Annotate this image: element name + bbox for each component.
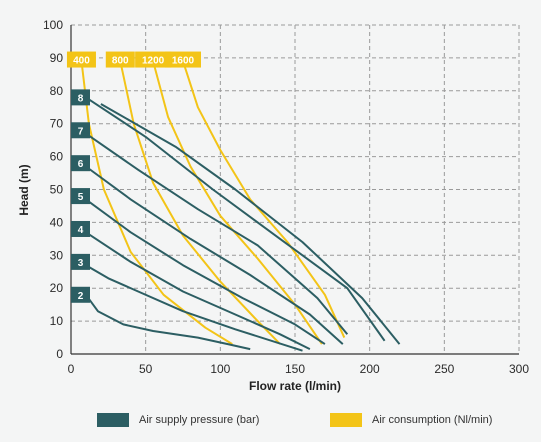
pressure-label-text: 2 — [78, 291, 84, 302]
pressure-line-3-1 — [85, 264, 303, 352]
consumption-label-text: 400 — [73, 56, 90, 67]
y-tick-label: 30 — [50, 248, 64, 262]
pressure-label-7: 7 — [71, 122, 90, 139]
x-tick-label: 300 — [509, 362, 529, 376]
consumption-line-400 — [80, 61, 233, 345]
x-axis-title: Flow rate (l/min) — [249, 379, 341, 393]
x-tick-label: 250 — [434, 362, 454, 376]
pressure-labels: 2 3 4 5 6 7 8 — [71, 89, 90, 303]
pressure-label-box — [71, 122, 90, 139]
grid-lines — [71, 24, 520, 354]
consumption-label-box — [105, 51, 135, 68]
pressure-line-5-3 — [85, 198, 326, 345]
consumption-line-1600 — [182, 60, 346, 339]
pressure-label-text: 6 — [78, 159, 84, 170]
consumption-label-box — [66, 51, 96, 68]
pressure-label-4: 4 — [71, 220, 90, 237]
x-tick-labels: 0 50 100 150 200 250 300 — [68, 362, 530, 376]
pressure-line-8-6 — [85, 96, 386, 342]
x-tick-label: 0 — [68, 362, 75, 376]
pressure-label-box — [71, 253, 90, 270]
legend-pressure-swatch — [97, 413, 129, 427]
consumption-labels: 400 800 1200 1600 — [66, 51, 201, 68]
pressure-label-text: 5 — [78, 192, 84, 203]
consumption-line-1200 — [152, 60, 323, 345]
y-tick-label: 10 — [50, 314, 64, 328]
legend-pressure: Air supply pressure (bar) — [97, 410, 259, 430]
pressure-label-box — [71, 155, 90, 172]
pressure-label-8: 8 — [71, 89, 90, 106]
consumption-label-800: 800 — [105, 51, 135, 68]
consumption-label-text: 800 — [112, 56, 129, 67]
pressure-label-text: 8 — [78, 93, 84, 104]
pressure-label-6: 6 — [71, 155, 90, 172]
consumption-label-text: 1600 — [172, 56, 195, 67]
pressure-label-2: 2 — [71, 286, 90, 303]
y-tick-label: 100 — [43, 18, 63, 32]
pressure-line-6-4 — [85, 165, 344, 345]
pressure-label-box — [71, 89, 90, 106]
x-tick-label: 200 — [360, 362, 380, 376]
y-tick-label: 70 — [50, 117, 64, 131]
y-tick-label: 90 — [50, 51, 64, 65]
pressure-label-box — [71, 188, 90, 205]
consumption-series — [80, 60, 346, 345]
pressure-label-box — [71, 220, 90, 237]
y-axis-title: Head (m) — [17, 164, 31, 215]
pressure-label-5: 5 — [71, 188, 90, 205]
legend-consumption: Air consumption (Nl/min) — [330, 410, 492, 430]
consumption-label-text: 1200 — [142, 56, 165, 67]
pressure-line-2-0 — [85, 294, 251, 351]
x-tick-label: 50 — [139, 362, 153, 376]
pressure-series — [85, 96, 401, 352]
y-tick-label: 50 — [50, 183, 64, 197]
pressure-line-8-7 — [100, 103, 401, 345]
y-tick-label: 20 — [50, 281, 64, 295]
y-tick-label: 0 — [56, 347, 63, 361]
x-tick-label: 100 — [210, 362, 230, 376]
pressure-label-text: 7 — [78, 126, 84, 137]
consumption-line-800 — [119, 60, 281, 345]
consumption-label-1200: 1200 — [135, 51, 172, 68]
legend-consumption-swatch — [330, 413, 362, 427]
y-tick-labels: 0 10 20 30 40 50 60 70 80 90 100 — [43, 18, 63, 361]
x-tick-label: 150 — [285, 362, 305, 376]
legend-pressure-label: Air supply pressure (bar) — [139, 414, 260, 426]
pressure-label-text: 3 — [78, 258, 84, 269]
consumption-label-1600: 1600 — [165, 51, 201, 68]
y-tick-label: 40 — [50, 215, 64, 229]
pressure-label-box — [71, 286, 90, 303]
consumption-label-400: 400 — [66, 51, 96, 68]
pressure-label-text: 4 — [78, 225, 84, 236]
pressure-line-7-5 — [85, 132, 349, 335]
consumption-label-box — [165, 51, 201, 68]
consumption-label-box — [135, 51, 172, 68]
pressure-line-4-2 — [85, 231, 311, 350]
y-tick-label: 80 — [50, 84, 64, 98]
legend-consumption-label: Air consumption (Nl/min) — [372, 414, 493, 426]
pressure-label-3: 3 — [71, 253, 90, 270]
y-tick-label: 60 — [50, 150, 64, 164]
